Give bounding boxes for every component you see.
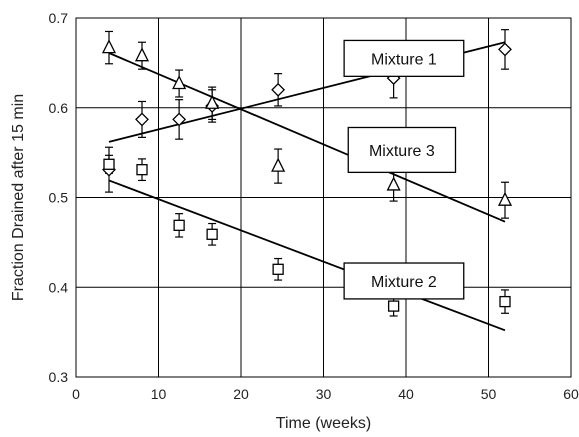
x-tick-label: 30 bbox=[316, 386, 332, 402]
y-tick-label: 0.7 bbox=[49, 10, 69, 26]
square-marker bbox=[173, 219, 185, 231]
y-axis-tick-labels: 0.3 0.4 0.5 0.6 0.7 bbox=[49, 10, 69, 385]
x-tick-label: 20 bbox=[233, 386, 249, 402]
triangle-marker bbox=[134, 47, 150, 62]
square-marker bbox=[499, 295, 511, 308]
diamond-marker bbox=[498, 42, 512, 57]
triangle-marker bbox=[386, 176, 401, 191]
y-tick-label: 0.5 bbox=[49, 190, 69, 206]
trendline bbox=[108, 52, 506, 223]
plot-area-frame bbox=[75, 17, 572, 378]
series-callouts: Mixture 1 Mixture 3 Mixture 2 bbox=[343, 39, 465, 300]
y-tick-label: 0.4 bbox=[49, 279, 69, 295]
square-marker bbox=[206, 228, 218, 240]
triangle-marker bbox=[172, 75, 187, 90]
callout-label: Mixture 2 bbox=[371, 274, 437, 291]
diamond-marker bbox=[172, 112, 187, 127]
x-axis-title: Time (weeks) bbox=[276, 415, 371, 432]
x-tick-label: 40 bbox=[398, 386, 414, 402]
x-tick-label: 0 bbox=[72, 386, 80, 402]
trendline bbox=[108, 179, 506, 332]
square-marker bbox=[103, 158, 115, 170]
callout-box bbox=[347, 126, 457, 174]
callout-label: Mixture 3 bbox=[369, 143, 435, 160]
x-tick-label: 60 bbox=[563, 386, 579, 402]
square-marker bbox=[387, 300, 400, 312]
callout-box bbox=[343, 39, 465, 77]
triangle-marker bbox=[101, 39, 117, 54]
y-tick-label: 0.6 bbox=[49, 100, 69, 116]
x-tick-label: 50 bbox=[481, 386, 497, 402]
diamond-marker bbox=[271, 82, 286, 97]
y-tick-label: 0.3 bbox=[49, 369, 69, 385]
x-axis-tick-labels: 0 10 20 30 40 50 60 bbox=[72, 386, 579, 402]
gridlines bbox=[76, 18, 571, 377]
triangle-marker bbox=[497, 191, 513, 206]
callout-label: Mixture 1 bbox=[371, 51, 437, 68]
data-markers bbox=[101, 39, 513, 312]
triangle-marker bbox=[271, 157, 286, 172]
x-tick-label: 10 bbox=[151, 386, 167, 402]
diamond-marker bbox=[135, 112, 149, 127]
error-bars bbox=[105, 29, 509, 317]
square-marker bbox=[272, 263, 284, 275]
triangle-marker bbox=[205, 94, 220, 109]
callout-box bbox=[343, 262, 465, 300]
y-axis-title: Fraction Drained after 15 min bbox=[10, 94, 27, 301]
square-marker bbox=[136, 164, 148, 176]
